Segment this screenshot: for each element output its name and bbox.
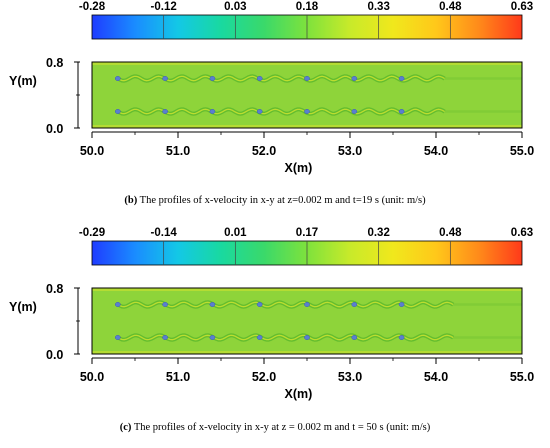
velocity-field xyxy=(92,62,522,128)
cylinder-marker xyxy=(114,302,121,307)
cylinder-marker xyxy=(351,302,358,307)
colorbar-tick-labels: -0.29 -0.14 0.01 0.17 0.32 0.48 0.63 xyxy=(79,227,533,239)
x-tick-label: 53.0 xyxy=(338,144,362,158)
colorbar-tick-label: -0.12 xyxy=(151,1,177,13)
cylinder-marker xyxy=(351,335,358,340)
x-tick-label: 54.0 xyxy=(424,144,448,158)
y-axis: 0.8 0.0 xyxy=(46,56,80,136)
cylinder-marker xyxy=(162,109,168,114)
y-tick-label: 0.0 xyxy=(46,122,63,136)
x-axis: 50.0 51.0 52.0 53.0 54.0 55.0 xyxy=(80,131,534,158)
colorbar-tick-label: 0.63 xyxy=(511,227,533,239)
y-axis-label: Y(m) xyxy=(9,300,37,314)
colorbar-tick-label: 0.63 xyxy=(511,1,533,13)
x-tick-label: 55.0 xyxy=(510,370,534,384)
colorbar-tick-label: 0.33 xyxy=(367,1,389,13)
x-tick-label: 50.0 xyxy=(80,144,104,158)
caption-letter: (b) xyxy=(124,195,138,206)
cylinder-marker xyxy=(304,335,310,340)
caption-b: (b) The profiles of x-velocity in x-y at… xyxy=(0,195,550,206)
cylinder-marker xyxy=(209,76,216,81)
cylinder-marker xyxy=(256,302,263,307)
x-tick-label: 50.0 xyxy=(80,370,104,384)
x-tick-label: 51.0 xyxy=(166,370,190,384)
y-tick-label: 0.8 xyxy=(46,56,63,70)
x-tick-label: 52.0 xyxy=(252,144,276,158)
colorbar: -0.28 -0.12 0.03 0.18 0.33 0.48 0.63 xyxy=(79,1,533,40)
colorbar-tick-label: 0.01 xyxy=(224,227,247,239)
cylinder-marker xyxy=(209,335,216,340)
y-axis: 0.8 0.0 xyxy=(46,282,80,362)
wall-band xyxy=(92,62,522,65)
cylinder-marker xyxy=(162,302,168,307)
cylinder-marker xyxy=(351,76,358,81)
x-axis-label: X(m) xyxy=(285,387,313,401)
x-axis-label: X(m) xyxy=(285,161,313,175)
plot-frame xyxy=(91,61,523,129)
wake-core xyxy=(117,334,454,341)
colorbar-tick-labels: -0.28 -0.12 0.03 0.18 0.33 0.48 0.63 xyxy=(79,1,533,13)
wall-band xyxy=(92,351,522,354)
colorbar-tick-label: 0.48 xyxy=(439,227,462,239)
colorbar-tick-label: -0.29 xyxy=(79,227,105,239)
plot-frame xyxy=(91,287,523,355)
colorbar-tick-label: 0.48 xyxy=(439,1,462,13)
colorbar-tick-label: -0.28 xyxy=(79,1,106,13)
colorbar-tick-label: 0.17 xyxy=(296,227,318,239)
velocity-field-background xyxy=(92,288,522,354)
x-tick-label: 53.0 xyxy=(338,370,362,384)
colorbar: -0.29 -0.14 0.01 0.17 0.32 0.48 0.63 xyxy=(79,227,533,266)
cylinder-marker xyxy=(304,76,310,81)
wake-core xyxy=(117,75,445,82)
colorbar-tick-label: 0.32 xyxy=(367,227,389,239)
colorbar-tick-label: 0.03 xyxy=(224,1,246,13)
wake-core xyxy=(117,108,445,115)
x-tick-label: 55.0 xyxy=(510,144,534,158)
cylinder-marker xyxy=(304,109,310,114)
plot-area: 50.0 51.0 52.0 53.0 54.0 55.0 0.8 0.0 X(m) Y(m… xyxy=(9,282,534,401)
cylinder-marker xyxy=(256,76,263,81)
cylinder-marker xyxy=(398,302,405,307)
cylinder-marker xyxy=(209,302,216,307)
cylinder-marker xyxy=(114,335,121,340)
colorbar-tick-label: 0.18 xyxy=(296,1,319,13)
cylinder-marker xyxy=(209,109,216,114)
cylinder-marker xyxy=(398,76,405,81)
velocity-field xyxy=(92,288,522,354)
cylinder-marker xyxy=(114,76,121,81)
cylinder-marker xyxy=(398,109,405,114)
caption-letter: (c) xyxy=(119,422,132,433)
x-axis: 50.0 51.0 52.0 53.0 54.0 55.0 xyxy=(80,357,534,384)
caption-c: (c) The profiles of x-velocity in x-y at… xyxy=(0,422,550,433)
plot-area: 50.0 51.0 52.0 53.0 54.0 55.0 0.8 0.0 X(m) Y(m… xyxy=(9,56,534,175)
panel-c: -0.29 -0.14 0.01 0.17 0.32 0.48 0.63 50.0 51.0 5… xyxy=(0,226,550,448)
y-tick-label: 0.0 xyxy=(46,348,63,362)
cylinder-marker xyxy=(304,302,310,307)
colorbar-ticks xyxy=(163,241,451,265)
y-tick-label: 0.8 xyxy=(46,282,63,296)
caption-text: The profiles of x-velocity in x-y at z =… xyxy=(133,422,431,433)
cylinder-marker xyxy=(398,335,405,340)
colorbar-tick-label: -0.14 xyxy=(151,227,178,239)
velocity-field-background xyxy=(92,62,522,128)
cylinder-marker xyxy=(256,335,263,340)
velocity-contour-plot-b: -0.28 -0.12 0.03 0.18 0.33 0.48 0.63 50.0 51.0 5… xyxy=(9,1,534,175)
wall-band xyxy=(92,288,522,291)
x-tick-label: 52.0 xyxy=(252,370,276,384)
caption-text: The profiles of x-velocity in x-y at z=0… xyxy=(139,195,426,206)
x-tick-label: 51.0 xyxy=(166,144,190,158)
wall-band xyxy=(92,125,522,128)
cylinder-marker xyxy=(162,335,168,340)
colorbar-ticks xyxy=(163,15,451,39)
cylinder-marker xyxy=(162,76,168,81)
panel-b: -0.28 -0.12 0.03 0.18 0.33 0.48 0.63 50.0 51.0 5… xyxy=(0,0,550,222)
cylinder-marker xyxy=(256,109,263,114)
x-tick-label: 54.0 xyxy=(424,370,448,384)
velocity-contour-plot-c: -0.29 -0.14 0.01 0.17 0.32 0.48 0.63 50.0 51.0 5… xyxy=(9,227,534,401)
y-axis-label: Y(m) xyxy=(9,74,37,88)
cylinder-marker xyxy=(114,109,121,114)
wake-core xyxy=(117,301,454,308)
cylinder-marker xyxy=(351,109,358,114)
